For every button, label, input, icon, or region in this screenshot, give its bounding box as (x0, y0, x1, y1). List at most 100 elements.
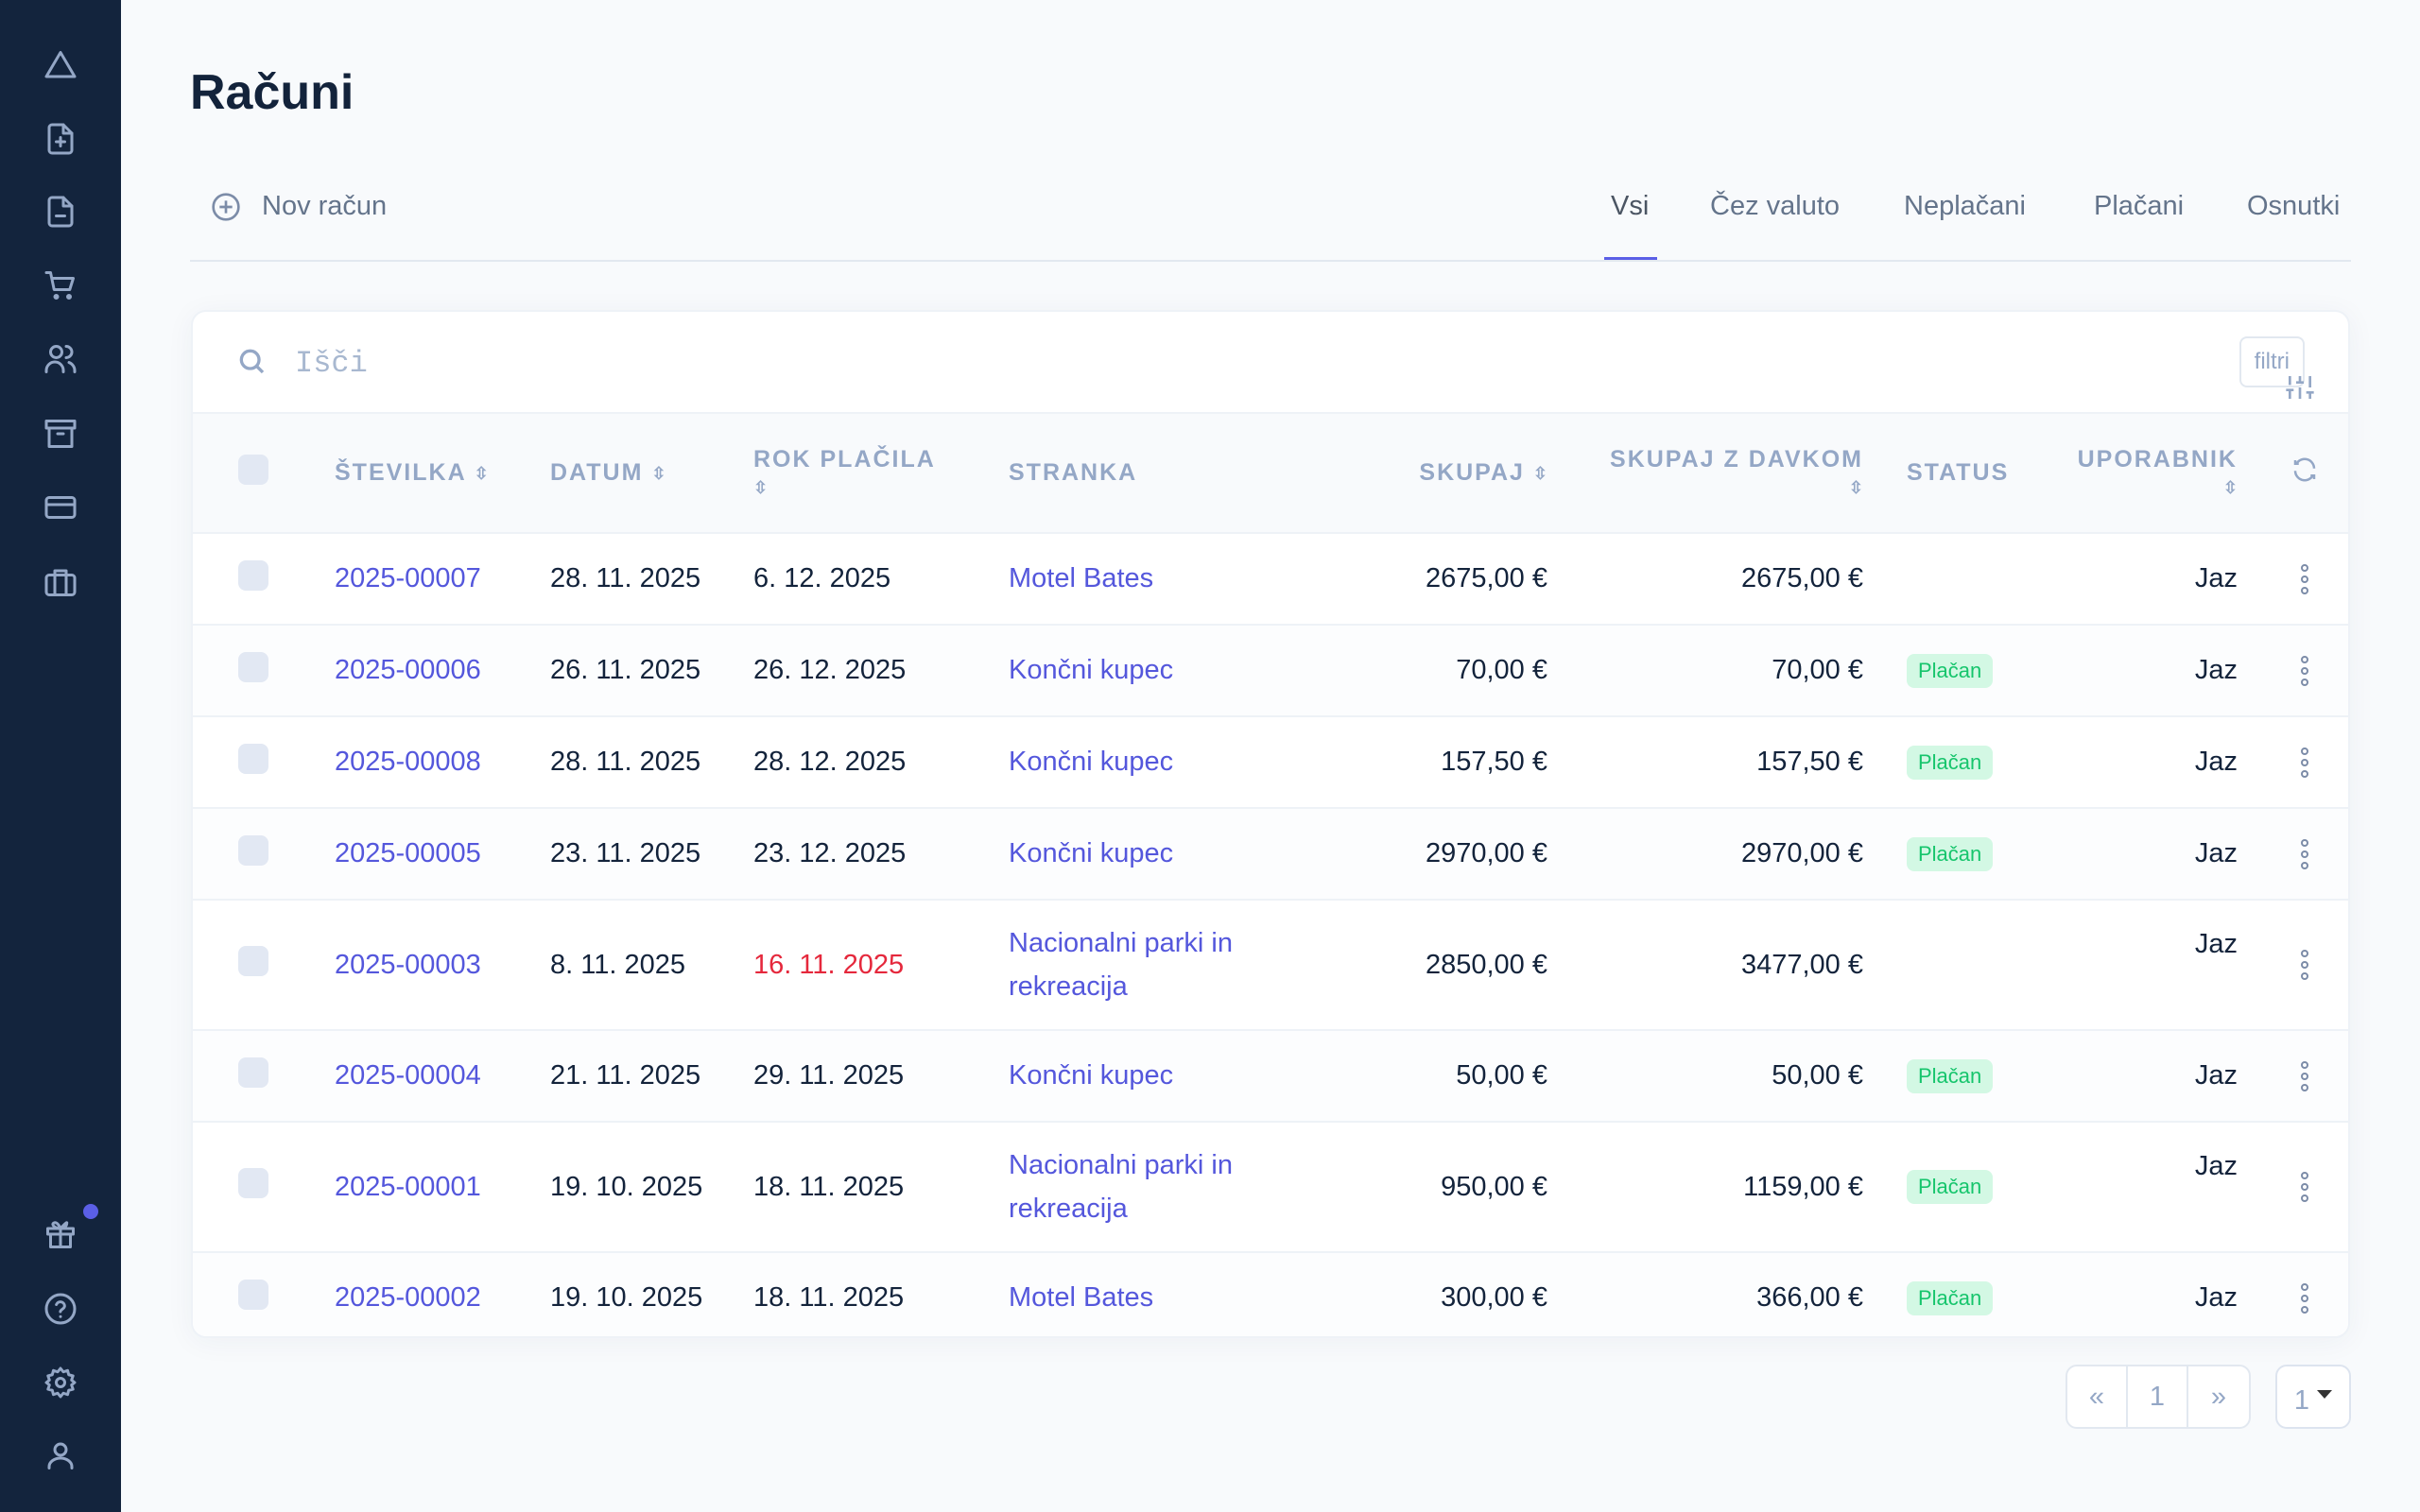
page-1-button[interactable]: 1 (2128, 1366, 2188, 1427)
total-with-tax: 1159,00 € (1566, 1122, 1882, 1253)
user-icon[interactable] (42, 1436, 79, 1474)
gift-icon[interactable] (42, 1215, 79, 1253)
table-row[interactable]: 2025-00002 19. 10. 2025 18. 11. 2025 Mot… (193, 1252, 2348, 1336)
client-link[interactable]: Motel Bates (1009, 1282, 1154, 1313)
tab-unpaid[interactable]: Neplačani (1904, 191, 2026, 221)
new-invoice-button[interactable]: Nov račun (211, 191, 387, 222)
row-checkbox[interactable] (238, 1279, 268, 1310)
header-total-tax[interactable]: SKUPAJ Z DAVKOM ⇳ (1566, 414, 1882, 534)
due-date: 23. 12. 2025 (735, 808, 990, 901)
triangle-icon[interactable] (42, 46, 79, 84)
row-checkbox[interactable] (238, 1057, 268, 1088)
table-row[interactable]: 2025-00003 8. 11. 2025 16. 11. 2025 Naci… (193, 900, 2348, 1031)
search-bar: filtri (193, 312, 2348, 414)
header-number[interactable]: ŠTEVILKA ⇳ (316, 414, 531, 534)
caret-down-icon (2317, 1389, 2333, 1399)
row-checkbox[interactable] (238, 1168, 268, 1198)
client-link[interactable]: Končni kupec (1009, 655, 1174, 685)
search-input[interactable] (295, 336, 1996, 389)
file-minus-icon[interactable] (42, 193, 79, 231)
total: 2970,00 € (1325, 808, 1566, 901)
tab-drafts[interactable]: Osnutki (2247, 191, 2341, 221)
page-select[interactable]: 1 (2275, 1365, 2351, 1429)
users-icon[interactable] (42, 340, 79, 378)
table-row[interactable]: 2025-00004 21. 11. 2025 29. 11. 2025 Kon… (193, 1030, 2348, 1123)
row-checkbox[interactable] (238, 946, 268, 976)
invoice-date: 21. 11. 2025 (531, 1030, 735, 1123)
total: 157,50 € (1325, 716, 1566, 809)
total-with-tax: 366,00 € (1566, 1252, 1882, 1336)
invoice-number-link[interactable]: 2025-00003 (335, 949, 481, 980)
more-options-icon[interactable] (2256, 747, 2348, 778)
prev-page-button[interactable]: « (2067, 1366, 2128, 1427)
total: 50,00 € (1325, 1030, 1566, 1123)
tab-bar: Nov račun Vsi Čez valuto Neplačani Plača… (190, 170, 2351, 262)
row-checkbox[interactable] (238, 834, 268, 866)
client-link[interactable]: Nacionalni parki in rekreacija (1009, 1150, 1233, 1224)
tab-all[interactable]: Vsi (1611, 191, 1650, 221)
invoice-date: 8. 11. 2025 (531, 900, 735, 1031)
client-link[interactable]: Nacionalni parki in rekreacija (1009, 928, 1233, 1002)
briefcase-icon[interactable] (42, 563, 79, 601)
total-with-tax: 70,00 € (1566, 625, 1882, 717)
cart-icon[interactable] (42, 266, 79, 304)
client-link[interactable]: Končni kupec (1009, 838, 1174, 868)
client-link[interactable]: Motel Bates (1009, 563, 1154, 593)
header-due[interactable]: ROK PLAČILA ⇳ (735, 414, 990, 534)
due-date: 28. 12. 2025 (735, 716, 990, 809)
more-options-icon[interactable] (2256, 563, 2348, 594)
table-row[interactable]: 2025-00007 28. 11. 2025 6. 12. 2025 Mote… (193, 533, 2348, 626)
status-badge: Plačan (1907, 745, 1994, 780)
invoice-number-link[interactable]: 2025-00004 (335, 1060, 481, 1091)
sort-icon: ⇳ (753, 477, 769, 497)
table-row[interactable]: 2025-00006 26. 11. 2025 26. 12. 2025 Kon… (193, 625, 2348, 717)
total-with-tax: 157,50 € (1566, 716, 1882, 809)
total-with-tax: 50,00 € (1566, 1030, 1882, 1123)
row-checkbox[interactable] (238, 559, 268, 591)
filters-button[interactable]: filtri (2238, 336, 2314, 399)
invoice-number-link[interactable]: 2025-00007 (335, 563, 481, 593)
client-link[interactable]: Končni kupec (1009, 747, 1174, 777)
invoice-number-link[interactable]: 2025-00001 (335, 1171, 481, 1202)
header-user[interactable]: UPORABNIK ⇳ (2025, 414, 2256, 534)
tab-paid[interactable]: Plačani (2094, 191, 2185, 221)
more-options-icon[interactable] (2256, 1060, 2348, 1091)
table-row[interactable]: 2025-00001 19. 10. 2025 18. 11. 2025 Nac… (193, 1122, 2348, 1253)
file-plus-icon[interactable] (42, 120, 79, 158)
header-total[interactable]: SKUPAJ ⇳ (1325, 414, 1566, 534)
invoices-table: ŠTEVILKA ⇳ DATUM ⇳ ROK PLAČILA ⇳ STRANKA … (193, 414, 2348, 1336)
total: 2675,00 € (1325, 533, 1566, 626)
header-date[interactable]: DATUM ⇳ (531, 414, 735, 534)
invoice-number-link[interactable]: 2025-00005 (335, 838, 481, 868)
more-options-icon[interactable] (2256, 838, 2348, 869)
page-title: Računi (190, 65, 354, 120)
refresh-icon[interactable] (2256, 414, 2348, 534)
invoice-number-link[interactable]: 2025-00002 (335, 1282, 481, 1313)
search-icon (239, 349, 265, 374)
more-options-icon[interactable] (2256, 1172, 2348, 1202)
user: Jaz (2025, 1252, 2256, 1336)
more-options-icon[interactable] (2256, 1282, 2348, 1314)
settings-icon[interactable] (42, 1364, 79, 1401)
more-options-icon[interactable] (2256, 950, 2348, 980)
invoice-date: 28. 11. 2025 (531, 716, 735, 809)
invoice-number-link[interactable]: 2025-00006 (335, 655, 481, 685)
sort-icon: ⇳ (651, 464, 666, 484)
row-checkbox[interactable] (238, 651, 268, 682)
archive-icon[interactable] (42, 415, 79, 453)
help-icon[interactable] (42, 1290, 79, 1328)
table-row[interactable]: 2025-00005 23. 11. 2025 23. 12. 2025 Kon… (193, 808, 2348, 901)
tab-overdue[interactable]: Čez valuto (1710, 191, 1841, 221)
credit-card-icon[interactable] (42, 489, 79, 526)
invoice-number-link[interactable]: 2025-00008 (335, 747, 481, 777)
table-row[interactable]: 2025-00008 28. 11. 2025 28. 12. 2025 Kon… (193, 716, 2348, 809)
invoice-date: 23. 11. 2025 (531, 808, 735, 901)
due-date: 26. 12. 2025 (735, 625, 990, 717)
next-page-button[interactable]: » (2210, 1381, 2227, 1412)
sort-icon: ⇳ (1532, 464, 1547, 484)
due-date: 18. 11. 2025 (735, 1252, 990, 1336)
row-checkbox[interactable] (238, 743, 268, 774)
select-all-checkbox[interactable] (238, 455, 268, 485)
more-options-icon[interactable] (2256, 655, 2348, 686)
client-link[interactable]: Končni kupec (1009, 1060, 1174, 1091)
